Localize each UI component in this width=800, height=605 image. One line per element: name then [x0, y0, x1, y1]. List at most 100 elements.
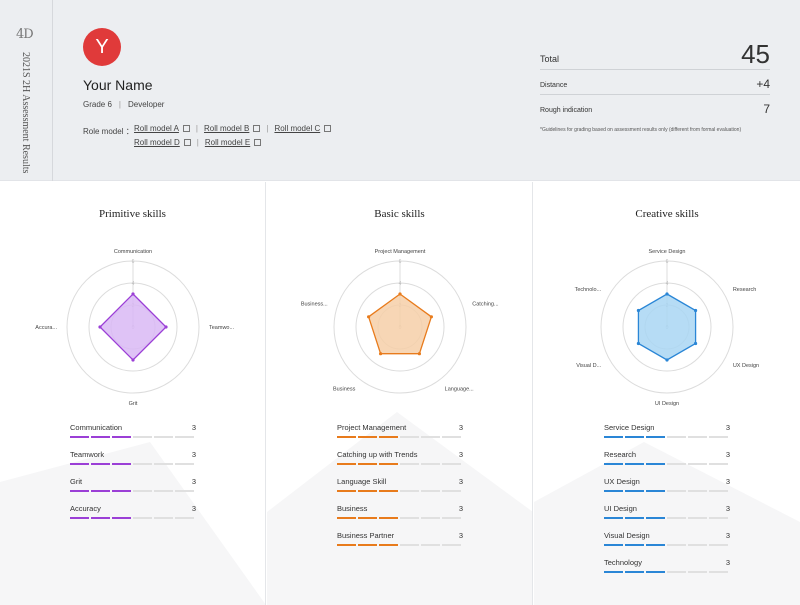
- panel-primitive: Primitive skills 0246CommunicationTeamwo…: [0, 182, 266, 605]
- skill-name: Service Design: [604, 423, 655, 432]
- axis-label: Catching...: [472, 302, 499, 308]
- skill-name: UX Design: [604, 477, 640, 486]
- axis-label: Project Management: [375, 249, 426, 255]
- background-decoration: [267, 412, 532, 605]
- panel-title: Primitive skills: [99, 208, 166, 220]
- skill-list: Communication 3 Teamwork 3 Grit 3 Accuracy 3: [70, 422, 196, 530]
- axis-label: Technolo...: [575, 287, 602, 293]
- level-segment: [112, 490, 131, 492]
- skill-level-bar: [337, 490, 461, 492]
- background-decoration: [0, 442, 265, 605]
- level-segment: [70, 490, 89, 492]
- level-segment: [646, 436, 665, 438]
- skill-row: UI Design 3: [604, 503, 730, 530]
- skill-level-bar: [70, 517, 194, 519]
- level-segment: [91, 463, 110, 465]
- skill-level-bar: [604, 490, 728, 492]
- level-segment: [91, 436, 110, 438]
- tick-label: 4: [399, 281, 402, 287]
- skill-value: 3: [458, 450, 463, 459]
- level-segment: [70, 517, 89, 519]
- role-model-link-c[interactable]: Roll model C: [274, 124, 332, 133]
- level-segment: [133, 436, 152, 438]
- total-label: Total: [540, 54, 560, 64]
- role-model-link-d[interactable]: Roll model D: [134, 138, 191, 147]
- grade: Grade 6: [83, 100, 112, 109]
- level-segment: [688, 571, 707, 573]
- role-model-links: Roll model A | Roll model B | Roll model C R…: [134, 124, 344, 152]
- axis-label: Grit: [129, 401, 138, 407]
- data-point: [367, 315, 371, 319]
- distance-label: Distance: [540, 82, 568, 89]
- panel-basic: Basic skills 0246Project ManagementCatch…: [267, 182, 533, 605]
- skill-row: Grit 3: [70, 476, 196, 503]
- role-model-link-b[interactable]: Roll model B: [204, 124, 261, 133]
- user-meta: Grade 6 | Developer: [83, 100, 164, 109]
- skill-row: Technology 3: [604, 557, 730, 584]
- skill-name: Grit: [70, 477, 83, 486]
- level-segment: [688, 544, 707, 546]
- level-segment: [688, 436, 707, 438]
- skill-row: Catching up with Trends 3: [337, 449, 463, 476]
- skill-name: Business: [337, 504, 368, 513]
- skill-name: Visual Design: [604, 531, 650, 540]
- external-link-icon: [324, 125, 332, 132]
- skill-level-bar: [337, 544, 461, 546]
- tick-label: 4: [666, 281, 669, 287]
- axis-label: Visual D...: [576, 363, 601, 369]
- tick-label: 6: [399, 259, 402, 265]
- data-point: [693, 308, 698, 313]
- skill-value: 3: [191, 477, 196, 486]
- data-point: [693, 341, 698, 346]
- level-segment: [625, 571, 644, 573]
- role-model-link-a[interactable]: Roll model A: [134, 124, 190, 133]
- level-segment: [358, 490, 377, 492]
- skill-value: 3: [191, 504, 196, 513]
- level-segment: [646, 544, 665, 546]
- level-segment: [154, 463, 173, 465]
- level-segment: [133, 517, 152, 519]
- skill-level-bar: [70, 490, 194, 492]
- skill-name: Communication: [70, 423, 123, 432]
- data-point: [131, 358, 135, 362]
- score-distance: Distance +4: [540, 73, 770, 95]
- level-segment: [625, 463, 644, 465]
- skill-list: Service Design 3 Research 3 UX Design 3 UI Des…: [604, 422, 730, 584]
- skill-row: Business 3: [337, 503, 463, 530]
- level-segment: [337, 463, 356, 465]
- skill-level-bar: [604, 517, 728, 519]
- level-segment: [709, 490, 728, 492]
- level-segment: [667, 490, 686, 492]
- skill-value: 3: [725, 531, 730, 540]
- level-segment: [421, 517, 440, 519]
- axis-label: UX Design: [733, 363, 759, 369]
- skill-level-bar: [70, 463, 194, 465]
- external-link-icon: [183, 139, 191, 146]
- role-model-label: Role model ：: [83, 127, 134, 136]
- level-segment: [400, 436, 419, 438]
- rough-value: 7: [763, 102, 770, 116]
- level-segment: [70, 436, 89, 438]
- level-segment: [175, 490, 194, 492]
- level-segment: [154, 517, 173, 519]
- level-segment: [337, 490, 356, 492]
- skill-row: UX Design 3: [604, 476, 730, 503]
- panel-title: Creative skills: [635, 208, 699, 220]
- data-area: [367, 293, 433, 355]
- data-point: [131, 292, 135, 296]
- level-segment: [646, 490, 665, 492]
- level-segment: [604, 463, 623, 465]
- score-rough: Rough indication 7: [540, 97, 770, 119]
- avatar: Y: [83, 28, 121, 66]
- skill-value: 3: [458, 423, 463, 432]
- role-model-link-e[interactable]: Roll model E: [205, 138, 262, 147]
- data-point: [665, 292, 669, 296]
- level-segment: [667, 463, 686, 465]
- distance-value: +4: [756, 77, 770, 91]
- level-segment: [688, 490, 707, 492]
- skill-value: 3: [458, 531, 463, 540]
- separator: |: [118, 100, 121, 109]
- axis-label: Service Design: [649, 249, 686, 255]
- data-point: [429, 315, 433, 319]
